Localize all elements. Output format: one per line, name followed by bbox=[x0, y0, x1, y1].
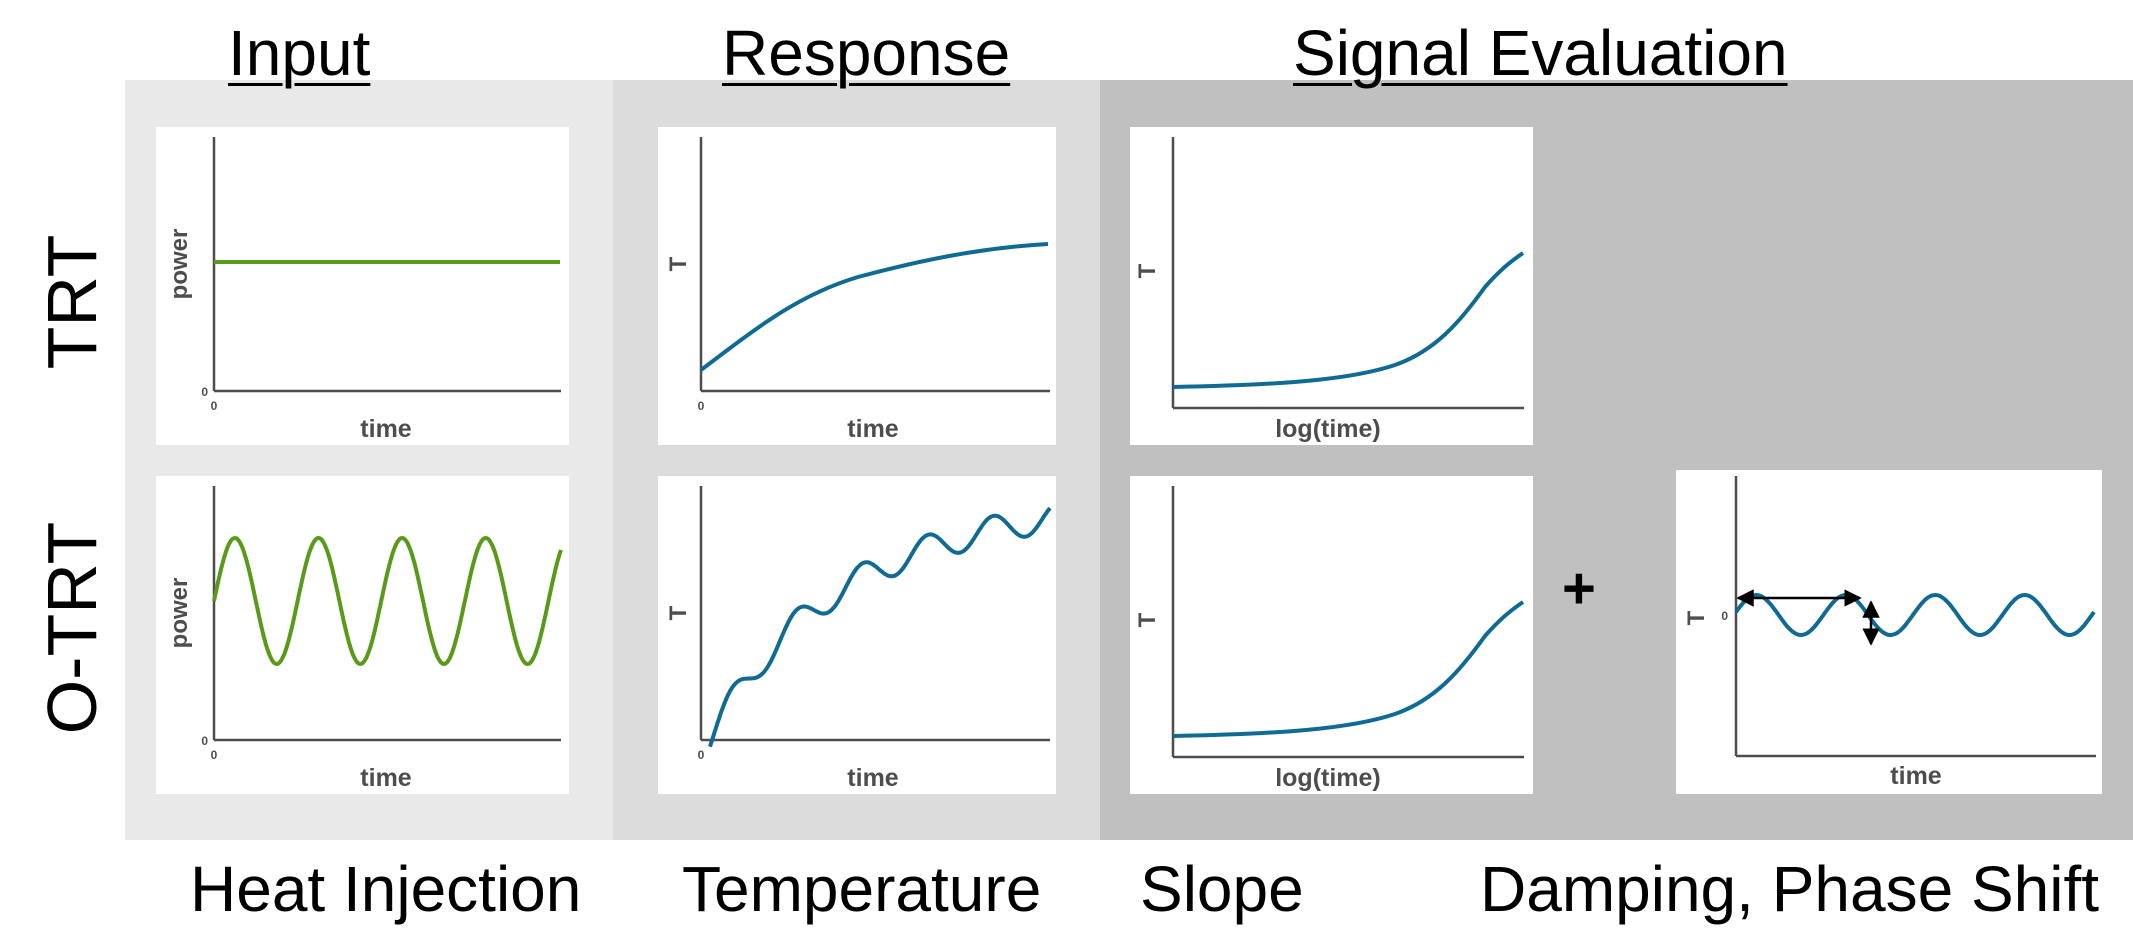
panel-trt-input: 0 0 time power bbox=[156, 127, 569, 445]
panel-trt-response: 0 time T bbox=[658, 127, 1056, 445]
x-axis-label: time bbox=[1890, 762, 1942, 790]
x-axis-label: time bbox=[360, 415, 412, 443]
x-axis-label: log(time) bbox=[1275, 764, 1381, 792]
panel-otrt-response: 0 time T bbox=[658, 476, 1056, 794]
footer-damping-phase-shift: Damping, Phase Shift bbox=[1480, 853, 2099, 925]
header-response: Response bbox=[722, 17, 1011, 89]
input-curve-sinusoidal bbox=[212, 535, 563, 667]
slope-curve bbox=[1172, 251, 1525, 389]
y-axis-label: T bbox=[1134, 263, 1161, 278]
x-zero-label: 0 bbox=[211, 748, 218, 762]
panel-otrt-slope: log(time) T bbox=[1130, 476, 1533, 794]
y-axis-label: T bbox=[1683, 610, 1710, 625]
x-axis-label: log(time) bbox=[1275, 415, 1381, 443]
y-zero-label: 0 bbox=[1721, 609, 1728, 623]
footer-temperature: Temperature bbox=[682, 853, 1042, 925]
y-zero-label: 0 bbox=[201, 734, 208, 748]
phase-curve bbox=[1734, 592, 2096, 637]
x-zero-label: 0 bbox=[698, 399, 705, 413]
response-curve bbox=[699, 242, 1049, 372]
x-zero-label: 0 bbox=[698, 748, 705, 762]
y-axis-label: power bbox=[166, 578, 193, 649]
x-axis-label: time bbox=[847, 764, 899, 792]
header-input: Input bbox=[228, 17, 371, 89]
y-axis-label: T bbox=[1134, 612, 1161, 627]
panel-otrt-input: 0 0 time power bbox=[156, 476, 569, 794]
header-signal-evaluation: Signal Evaluation bbox=[1293, 17, 1788, 89]
plus-sign: + bbox=[1562, 556, 1596, 621]
row-label-otrt: O-TRT bbox=[33, 521, 111, 735]
y-zero-label: 0 bbox=[201, 385, 208, 399]
row-label-trt: TRT bbox=[33, 234, 111, 370]
y-axis-label: T bbox=[665, 605, 692, 620]
panel-otrt-damping-phase: 0 time T bbox=[1676, 470, 2102, 794]
y-axis-label: power bbox=[166, 229, 193, 300]
y-axis-label: T bbox=[665, 256, 692, 271]
x-axis-label: time bbox=[360, 764, 412, 792]
x-axis-label: time bbox=[847, 415, 899, 443]
response-curve-oscillating bbox=[708, 506, 1052, 748]
footer-heat-injection: Heat Injection bbox=[190, 853, 582, 925]
footer-slope: Slope bbox=[1140, 853, 1304, 925]
panel-trt-slope: log(time) T bbox=[1130, 127, 1533, 445]
slope-curve bbox=[1172, 600, 1525, 738]
x-zero-label: 0 bbox=[211, 399, 218, 413]
